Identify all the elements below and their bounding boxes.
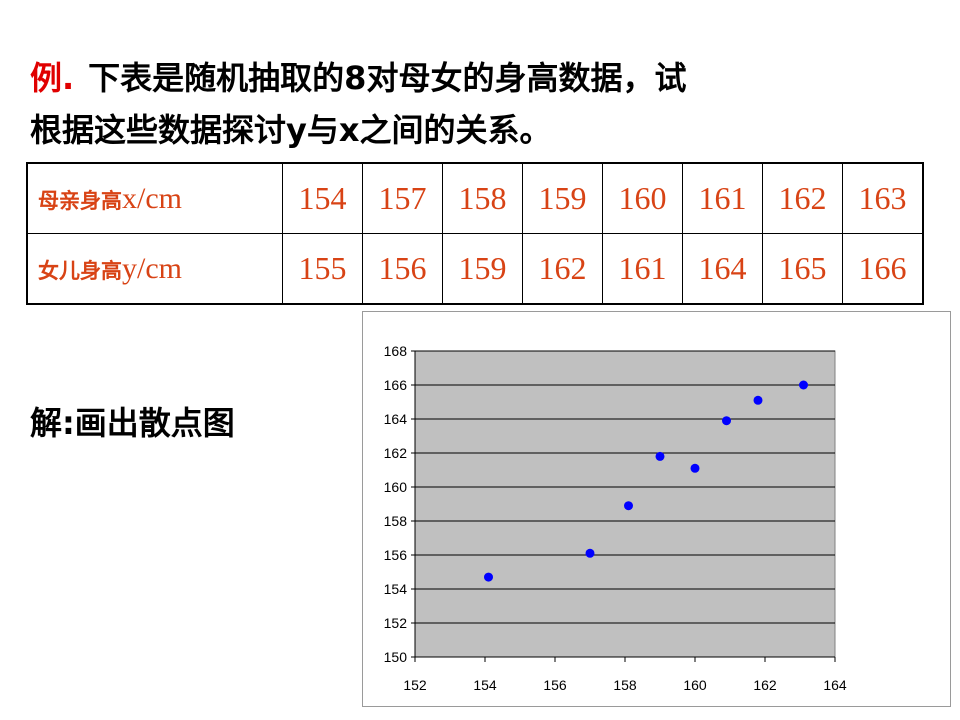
problem-line-2: 根据这些数据探讨y与x之间的关系。 bbox=[30, 111, 552, 149]
table-cell: 165 bbox=[762, 233, 843, 305]
y-tick-label: 150 bbox=[384, 649, 408, 665]
table-cell: 162 bbox=[522, 233, 603, 305]
table-row: 母亲身高x/cm 154 157 158 159 160 161 162 163 bbox=[26, 162, 924, 234]
table-cell: 156 bbox=[362, 233, 443, 305]
data-point bbox=[722, 416, 731, 426]
table-cell: 155 bbox=[282, 233, 363, 305]
x-tick-label: 164 bbox=[823, 677, 847, 693]
row-header-unit: y/cm bbox=[122, 251, 182, 285]
height-data-table: 母亲身高x/cm 154 157 158 159 160 161 162 163… bbox=[26, 162, 924, 305]
data-point bbox=[655, 451, 665, 461]
table-cell: 166 bbox=[842, 233, 924, 305]
x-tick-label: 162 bbox=[753, 677, 777, 693]
table-cell: 159 bbox=[442, 233, 523, 305]
x-tick-label: 160 bbox=[683, 677, 707, 693]
table-cell: 154 bbox=[282, 162, 363, 234]
table-cell: 161 bbox=[602, 233, 683, 305]
x-tick-label: 156 bbox=[543, 677, 567, 693]
row-header-mother: 母亲身高x/cm bbox=[26, 162, 283, 234]
example-label: 例. bbox=[30, 59, 75, 97]
table-row: 女儿身高y/cm 155 156 159 162 161 164 165 166 bbox=[26, 233, 924, 305]
row-header-label: 女儿身高 bbox=[38, 258, 122, 283]
y-tick-label: 158 bbox=[384, 513, 408, 529]
x-tick-label: 154 bbox=[473, 677, 497, 693]
data-point bbox=[484, 572, 493, 582]
problem-line-1: 下表是随机抽取的8对母女的身高数据，试 bbox=[88, 59, 687, 97]
x-tick-label: 152 bbox=[403, 677, 427, 693]
y-tick-label: 156 bbox=[384, 547, 408, 563]
row-header-daughter: 女儿身高y/cm bbox=[26, 233, 283, 305]
solution-text: 解:画出散点图 bbox=[30, 404, 235, 442]
table-cell: 157 bbox=[362, 162, 443, 234]
table-cell: 159 bbox=[522, 162, 603, 234]
x-tick-label: 158 bbox=[613, 677, 637, 693]
data-point bbox=[799, 380, 808, 390]
data-point bbox=[585, 548, 595, 558]
row-header-unit: x/cm bbox=[122, 181, 182, 215]
y-tick-label: 152 bbox=[384, 615, 408, 631]
problem-statement: 例. 下表是随机抽取的8对母女的身高数据，试 根据这些数据探讨y与x之间的关系。 bbox=[30, 52, 930, 156]
scatter-chart: 150 152 154 156 158 160 162 164 166 168 152 154 156 1… bbox=[362, 311, 951, 707]
y-tick-label: 162 bbox=[384, 445, 408, 461]
table-cell: 160 bbox=[602, 162, 683, 234]
data-point bbox=[624, 501, 633, 511]
table-cell: 162 bbox=[762, 162, 843, 234]
data-point bbox=[753, 395, 763, 405]
y-tick-label: 160 bbox=[384, 479, 408, 495]
scatter-plot-svg: 150 152 154 156 158 160 162 164 166 168 152 154 156 1… bbox=[384, 343, 847, 693]
data-point bbox=[690, 463, 700, 473]
table-cell: 161 bbox=[682, 162, 763, 234]
y-tick-label: 168 bbox=[384, 343, 408, 359]
table-cell: 158 bbox=[442, 162, 523, 234]
y-tick-label: 164 bbox=[384, 411, 408, 427]
y-tick-label: 166 bbox=[384, 377, 408, 393]
table-cell: 164 bbox=[682, 233, 763, 305]
y-tick-label: 154 bbox=[384, 581, 408, 597]
table-cell: 163 bbox=[842, 162, 924, 234]
row-header-label: 母亲身高 bbox=[38, 188, 122, 213]
